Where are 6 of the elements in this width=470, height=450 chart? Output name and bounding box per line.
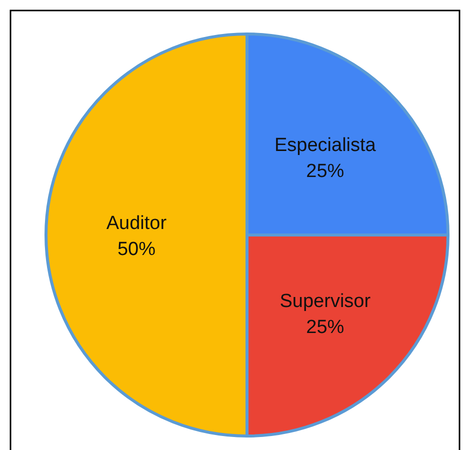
slice-label: Auditor xyxy=(106,213,168,234)
slice-label: Supervisor xyxy=(280,291,372,312)
data-label: 25% xyxy=(306,160,344,182)
data-label: 50% xyxy=(117,239,156,260)
slice-label: Especialista xyxy=(274,134,376,156)
data-label: 25% xyxy=(306,317,344,338)
